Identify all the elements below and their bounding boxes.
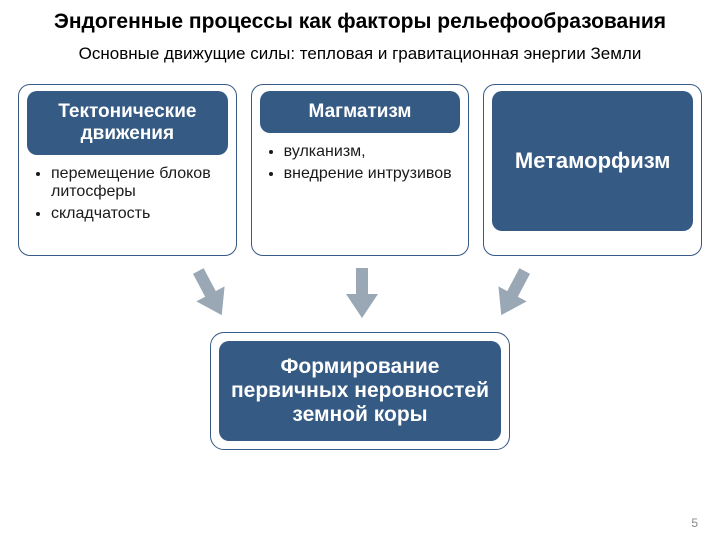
arrows-region xyxy=(0,262,720,332)
card-metamorphism: Метаморфизм xyxy=(483,84,702,256)
list-item: внедрение интрузивов xyxy=(284,165,455,183)
list-item: вулканизм, xyxy=(284,143,455,161)
card-magmatism-header: Магматизм xyxy=(260,91,461,133)
arrow-down-icon xyxy=(346,268,378,318)
list-item: перемещение блоков литосферы xyxy=(51,165,222,201)
page-title: Эндогенные процессы как факторы рельефоо… xyxy=(0,0,720,34)
cards-row: Тектонические движения перемещение блоко… xyxy=(0,84,720,256)
arrow-down-icon xyxy=(487,263,539,322)
card-magmatism-bullets: вулканизм, внедрение интрузивов xyxy=(266,143,455,183)
card-magmatism: Магматизм вулканизм, внедрение интрузиво… xyxy=(251,84,470,256)
card-tectonic-header: Тектонические движения xyxy=(27,91,228,155)
card-metamorphism-header: Метаморфизм xyxy=(492,91,693,231)
card-tectonic: Тектонические движения перемещение блоко… xyxy=(18,84,237,256)
list-item: складчатость xyxy=(51,205,222,223)
card-tectonic-bullets: перемещение блоков литосферы складчатост… xyxy=(33,165,222,223)
result-box: Формирование первичных неровностей земно… xyxy=(210,332,510,450)
page-number: 5 xyxy=(691,516,698,530)
result-text: Формирование первичных неровностей земно… xyxy=(219,341,501,441)
arrow-down-icon xyxy=(185,263,237,322)
page-subtitle: Основные движущие силы: тепловая и грави… xyxy=(0,44,720,64)
